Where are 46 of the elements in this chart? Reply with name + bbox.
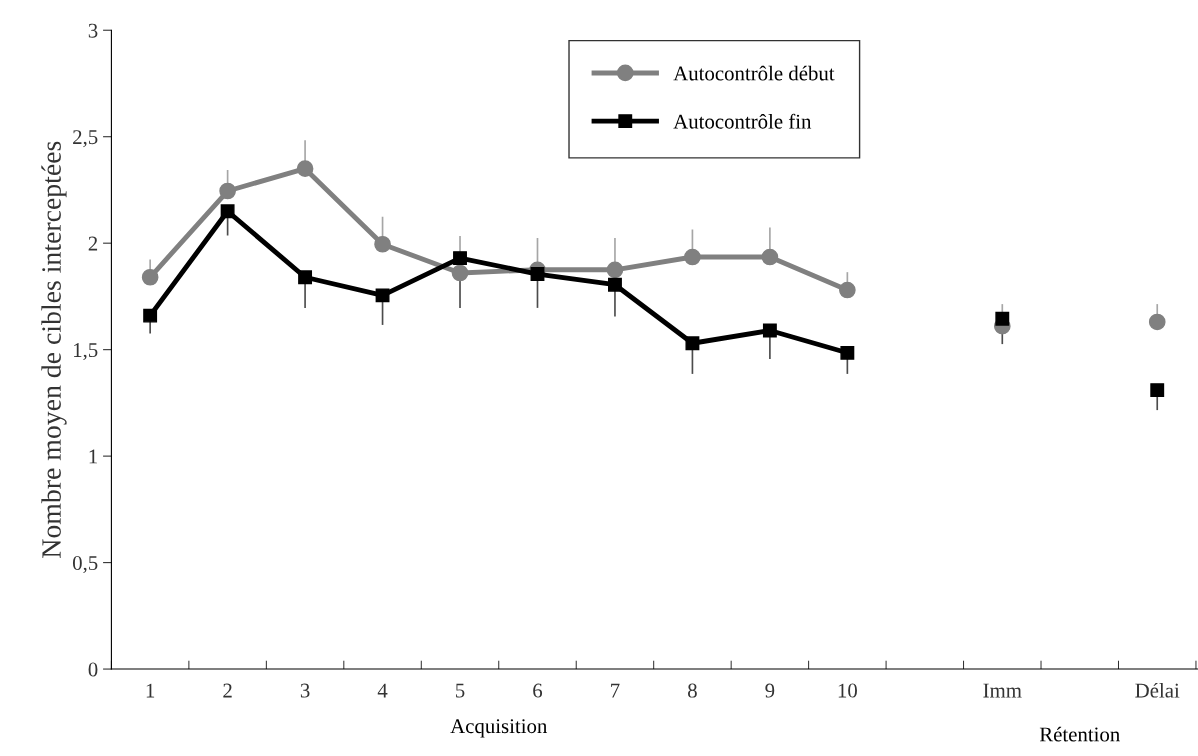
x-tick-label: 10 bbox=[838, 683, 857, 698]
point bbox=[374, 235, 391, 253]
point bbox=[608, 277, 622, 292]
point bbox=[606, 261, 624, 279]
y-tick-label: 2 bbox=[88, 236, 98, 251]
y-tick-label: 0 bbox=[88, 662, 98, 677]
point bbox=[220, 204, 235, 219]
legend-label: Autocontrôle fin bbox=[673, 113, 812, 129]
point bbox=[530, 267, 545, 282]
y-tick-label: 0,5 bbox=[72, 555, 98, 574]
x-tick-label: 7 bbox=[611, 683, 620, 698]
text: Rétention bbox=[1039, 726, 1120, 742]
point bbox=[451, 264, 469, 282]
x-tick-label: 1 bbox=[146, 683, 155, 698]
x-tick-label: 2 bbox=[223, 683, 232, 698]
point bbox=[298, 270, 313, 285]
point bbox=[761, 248, 779, 266]
y-tick-label: 1,5 bbox=[74, 343, 98, 361]
point bbox=[1150, 383, 1165, 398]
x-tick-label: Délai bbox=[1135, 682, 1180, 698]
y-tick-label: 2,5 bbox=[73, 130, 98, 148]
x-tick-label: 5 bbox=[456, 683, 465, 698]
x-tick-label: 9 bbox=[765, 683, 775, 698]
y-tick-label: 3 bbox=[88, 23, 98, 38]
legend-label: Autocontrôle début bbox=[673, 65, 835, 81]
y-tick-label: 1 bbox=[89, 449, 97, 464]
point bbox=[840, 345, 855, 360]
x-tick-label: 8 bbox=[688, 683, 697, 698]
point bbox=[141, 268, 159, 286]
point bbox=[684, 248, 701, 266]
point bbox=[296, 160, 314, 177]
point bbox=[375, 288, 390, 303]
x-tick-label: 3 bbox=[300, 683, 310, 698]
x-tick-label: Imm bbox=[983, 683, 1022, 698]
y-axis-title: Nombre moyen de cibles interceptées bbox=[41, 141, 67, 558]
point bbox=[143, 308, 158, 323]
x-tick-label: 4 bbox=[377, 683, 388, 698]
point bbox=[839, 281, 856, 299]
point bbox=[762, 323, 777, 338]
point bbox=[995, 311, 1010, 326]
x-tick-label: 6 bbox=[533, 683, 543, 698]
point bbox=[219, 182, 236, 200]
point bbox=[453, 251, 467, 266]
point bbox=[685, 336, 700, 351]
text: Acquisition bbox=[450, 719, 548, 738]
point bbox=[1148, 313, 1166, 331]
